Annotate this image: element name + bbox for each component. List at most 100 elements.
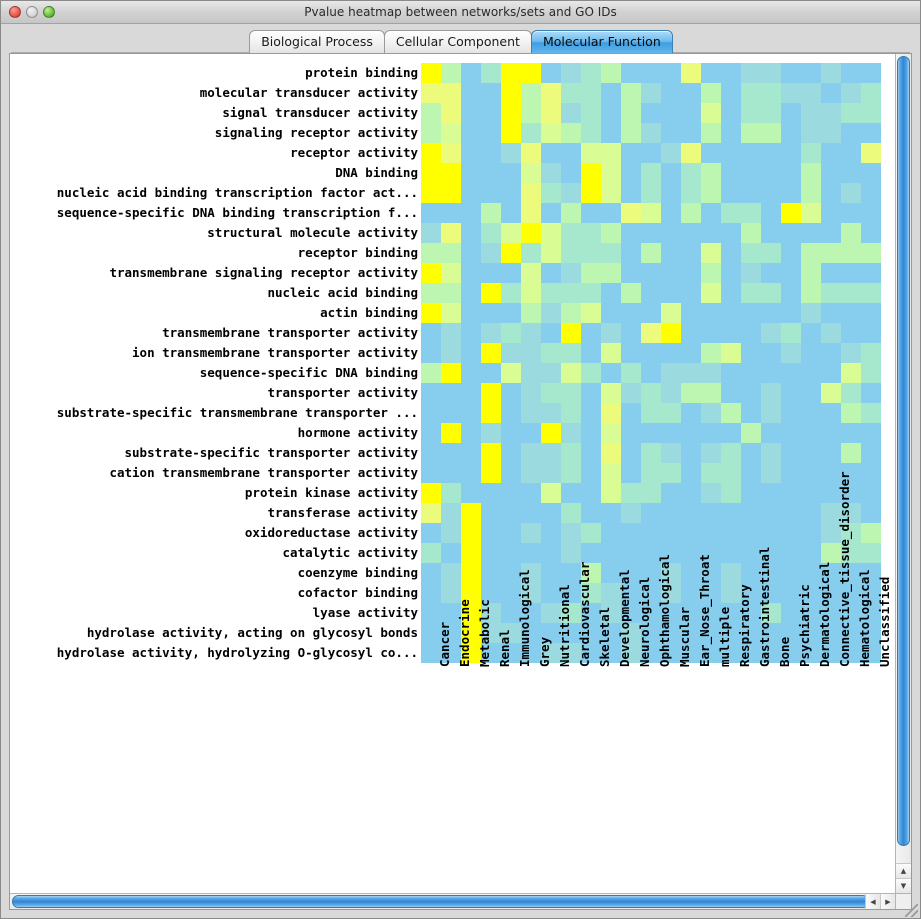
heatmap-cell[interactable] bbox=[561, 563, 581, 583]
heatmap-cell[interactable] bbox=[661, 103, 681, 123]
heatmap-cell[interactable] bbox=[541, 103, 561, 123]
heatmap-cell[interactable] bbox=[521, 563, 541, 583]
heatmap-cell[interactable] bbox=[741, 603, 761, 623]
heatmap-cell[interactable] bbox=[601, 343, 621, 363]
heatmap-cell[interactable] bbox=[761, 403, 781, 423]
heatmap-cell[interactable] bbox=[641, 423, 661, 443]
heatmap-cell[interactable] bbox=[861, 323, 881, 343]
heatmap-cell[interactable] bbox=[861, 63, 881, 83]
heatmap-cell[interactable] bbox=[601, 563, 621, 583]
heatmap-cell[interactable] bbox=[641, 203, 661, 223]
heatmap-cell[interactable] bbox=[861, 283, 881, 303]
heatmap-cell[interactable] bbox=[521, 623, 541, 643]
heatmap-cell[interactable] bbox=[481, 123, 501, 143]
heatmap-cell[interactable] bbox=[841, 643, 861, 663]
heatmap-cell[interactable] bbox=[561, 403, 581, 423]
heatmap-cell[interactable] bbox=[701, 383, 721, 403]
heatmap-cell[interactable] bbox=[701, 343, 721, 363]
heatmap-cell[interactable] bbox=[521, 163, 541, 183]
heatmap-cell[interactable] bbox=[441, 263, 461, 283]
heatmap-cell[interactable] bbox=[661, 503, 681, 523]
heatmap-cell[interactable] bbox=[841, 223, 861, 243]
heatmap-cell[interactable] bbox=[721, 123, 741, 143]
heatmap-cell[interactable] bbox=[421, 503, 441, 523]
heatmap-cell[interactable] bbox=[741, 443, 761, 463]
heatmap-cell[interactable] bbox=[421, 443, 441, 463]
heatmap-cell[interactable] bbox=[801, 543, 821, 563]
heatmap-cell[interactable] bbox=[861, 403, 881, 423]
heatmap-cell[interactable] bbox=[821, 323, 841, 343]
heatmap-cell[interactable] bbox=[441, 343, 461, 363]
heatmap-cell[interactable] bbox=[501, 483, 521, 503]
heatmap-cell[interactable] bbox=[601, 603, 621, 623]
heatmap-cell[interactable] bbox=[481, 363, 501, 383]
heatmap-cell[interactable] bbox=[641, 443, 661, 463]
heatmap-cell[interactable] bbox=[441, 83, 461, 103]
heatmap-cell[interactable] bbox=[461, 243, 481, 263]
heatmap-cell[interactable] bbox=[501, 123, 521, 143]
heatmap-cell[interactable] bbox=[661, 483, 681, 503]
heatmap-cell[interactable] bbox=[541, 543, 561, 563]
heatmap-cell[interactable] bbox=[521, 523, 541, 543]
heatmap-cell[interactable] bbox=[721, 223, 741, 243]
heatmap-cell[interactable] bbox=[861, 203, 881, 223]
heatmap-cell[interactable] bbox=[521, 103, 541, 123]
heatmap-cell[interactable] bbox=[821, 223, 841, 243]
heatmap-cell[interactable] bbox=[581, 543, 601, 563]
heatmap-cell[interactable] bbox=[421, 343, 441, 363]
heatmap-cell[interactable] bbox=[761, 183, 781, 203]
heatmap-cell[interactable] bbox=[821, 383, 841, 403]
heatmap-cell[interactable] bbox=[841, 623, 861, 643]
heatmap-cell[interactable] bbox=[781, 223, 801, 243]
heatmap-cell[interactable] bbox=[661, 583, 681, 603]
heatmap-cell[interactable] bbox=[841, 603, 861, 623]
heatmap-cell[interactable] bbox=[681, 563, 701, 583]
heatmap-cell[interactable] bbox=[781, 363, 801, 383]
heatmap-cell[interactable] bbox=[581, 183, 601, 203]
tab-cellular-component[interactable]: Cellular Component bbox=[383, 30, 532, 53]
heatmap-cell[interactable] bbox=[501, 403, 521, 423]
heatmap-cell[interactable] bbox=[861, 543, 881, 563]
heatmap-cell[interactable] bbox=[681, 603, 701, 623]
heatmap-cell[interactable] bbox=[601, 463, 621, 483]
heatmap-cell[interactable] bbox=[861, 123, 881, 143]
heatmap-cell[interactable] bbox=[541, 403, 561, 423]
heatmap-cell[interactable] bbox=[421, 143, 441, 163]
heatmap-cell[interactable] bbox=[441, 223, 461, 243]
heatmap-cell[interactable] bbox=[481, 143, 501, 163]
heatmap-cell[interactable] bbox=[561, 383, 581, 403]
heatmap-cell[interactable] bbox=[661, 203, 681, 223]
heatmap-cell[interactable] bbox=[781, 503, 801, 523]
heatmap-cell[interactable] bbox=[701, 203, 721, 223]
heatmap-cell[interactable] bbox=[421, 243, 441, 263]
heatmap-cell[interactable] bbox=[841, 143, 861, 163]
heatmap-cell[interactable] bbox=[501, 103, 521, 123]
heatmap-cell[interactable] bbox=[741, 243, 761, 263]
heatmap-cell[interactable] bbox=[661, 443, 681, 463]
heatmap-cell[interactable] bbox=[561, 143, 581, 163]
heatmap-cell[interactable] bbox=[441, 363, 461, 383]
heatmap-canvas[interactable]: protein binding molecular transducer acti… bbox=[10, 54, 895, 893]
heatmap-cell[interactable] bbox=[681, 623, 701, 643]
heatmap-cell[interactable] bbox=[681, 223, 701, 243]
heatmap-cell[interactable] bbox=[681, 403, 701, 423]
heatmap-cell[interactable] bbox=[701, 303, 721, 323]
heatmap-cell[interactable] bbox=[681, 123, 701, 143]
heatmap-cell[interactable] bbox=[541, 463, 561, 483]
heatmap-cell[interactable] bbox=[641, 83, 661, 103]
heatmap-cell[interactable] bbox=[481, 263, 501, 283]
heatmap-cell[interactable] bbox=[561, 483, 581, 503]
heatmap-cell[interactable] bbox=[841, 303, 861, 323]
heatmap-cell[interactable] bbox=[501, 143, 521, 163]
heatmap-cell[interactable] bbox=[761, 283, 781, 303]
heatmap-cell[interactable] bbox=[441, 203, 461, 223]
heatmap-cell[interactable] bbox=[441, 523, 461, 543]
heatmap-cell[interactable] bbox=[861, 103, 881, 123]
heatmap-cell[interactable] bbox=[661, 183, 681, 203]
heatmap-cell[interactable] bbox=[581, 643, 601, 663]
heatmap-cell[interactable] bbox=[481, 183, 501, 203]
heatmap-cell[interactable] bbox=[421, 583, 441, 603]
heatmap-cell[interactable] bbox=[601, 243, 621, 263]
heatmap-cell[interactable] bbox=[741, 623, 761, 643]
heatmap-cell[interactable] bbox=[641, 183, 661, 203]
